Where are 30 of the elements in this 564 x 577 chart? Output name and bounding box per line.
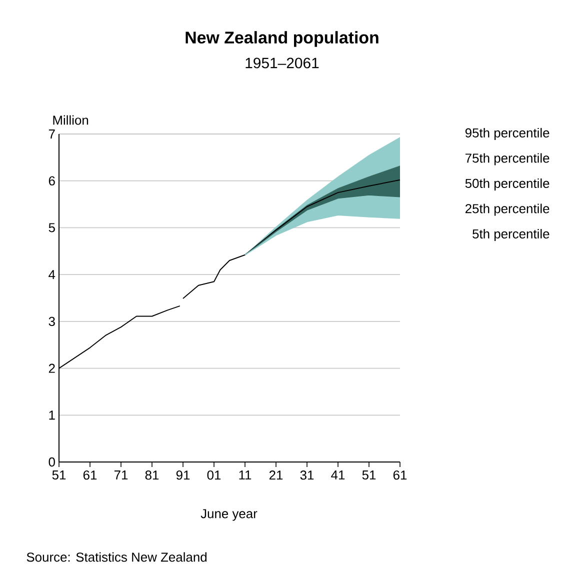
x-axis-title: June year [200,509,258,521]
y-tick-label: 2 [48,364,55,373]
text: 95th percentile [465,128,550,140]
x-tick-label: 41 [331,470,345,480]
y-tick-label: 0 [48,457,55,467]
x-tick-label: 51 [362,470,376,480]
y-tick-label: 6 [48,176,55,186]
x-tick-label: 11 [239,470,252,480]
x-tick-label: 61 [393,470,407,480]
x-tick-label: 31 [300,470,314,480]
x-tick-label: 01 [207,470,221,480]
y-tick-label: 7 [48,130,55,138]
x-tick-label: 21 [269,470,283,480]
chart-subtitle: 1951–2061 [246,58,319,68]
y-tick-label: 3 [48,316,55,326]
text: 50th percentile [465,178,550,191]
source-note: Source: Statistics New Zealand [26,552,207,562]
x-tick-label: 61 [83,470,97,480]
y-axis-title: Million [53,115,88,125]
x-tick-label: 51 [52,470,66,480]
x-tick-label: 81 [145,470,159,480]
y-tick-label: 5 [48,223,55,232]
y-tick-label: 1 [49,410,55,420]
text: 5th percentile [472,228,550,242]
text: 75th percentile [466,153,550,166]
chart-title: New Zealand population [186,31,378,47]
text: 25th percentile [465,204,550,216]
x-tick-label: 91 [176,470,190,480]
x-tick-label: 71 [114,470,128,480]
y-tick-label: 4 [48,270,56,280]
